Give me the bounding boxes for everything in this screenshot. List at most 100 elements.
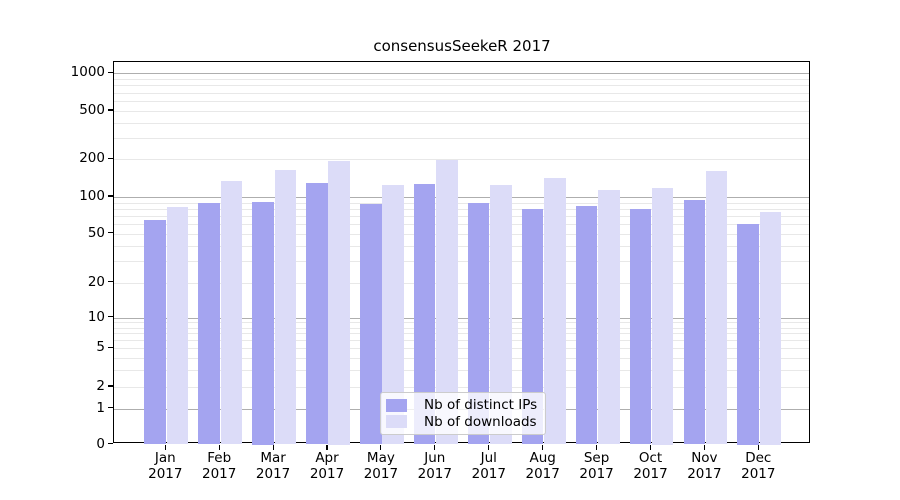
minor-gridline: [114, 261, 809, 262]
x-tick-label-aug: Aug 2017: [525, 450, 560, 482]
x-tick-label-may: May 2017: [363, 450, 399, 482]
y-tick-mark: [108, 385, 113, 387]
bar-downloads-oct: [651, 188, 674, 445]
x-tick-label-jun: Jun 2017: [417, 450, 452, 482]
y-tick-mark: [108, 346, 113, 348]
y-tick-label: 100: [79, 188, 105, 204]
y-tick-label: 2: [96, 378, 105, 394]
x-tick-label-oct: Oct 2017: [633, 450, 668, 482]
legend-label-downloads: Nb of downloads: [424, 413, 537, 430]
minor-gridline: [114, 348, 809, 350]
y-tick-label: 1000: [70, 64, 105, 81]
y-tick-mark: [108, 281, 113, 283]
bar-distinct-ips-oct: [629, 208, 652, 445]
x-tick-mark: [757, 444, 759, 450]
y-tick-mark: [108, 316, 113, 318]
legend-label-distinct-ips: Nb of distinct IPs: [424, 397, 538, 414]
bar-distinct-ips-mar: [252, 202, 274, 445]
x-tick-label-nov: Nov 2017: [687, 450, 722, 482]
x-tick-label-apr: Apr 2017: [309, 450, 345, 482]
bar-downloads-nov: [705, 171, 728, 445]
minor-gridline: [114, 245, 809, 247]
y-tick-label: 1: [96, 399, 105, 416]
bar-downloads-dec: [759, 211, 782, 445]
x-tick-mark: [488, 444, 490, 450]
bar-downloads-jul: [490, 184, 512, 445]
minor-gridline: [114, 233, 809, 235]
bar-distinct-ips-dec: [737, 224, 759, 445]
minor-gridline: [114, 387, 809, 388]
y-tick-mark: [108, 442, 113, 445]
bar-distinct-ips-jul: [467, 202, 490, 445]
bar-distinct-ips-nov: [683, 200, 705, 445]
minor-gridline: [114, 333, 809, 335]
legend-item-distinct-ips: Nb of distinct IPs: [386, 397, 537, 414]
bar-distinct-ips-jan: [144, 219, 166, 445]
y-tick-label: 0: [96, 435, 105, 452]
x-tick-mark: [649, 444, 652, 450]
x-tick-label-feb: Feb 2017: [202, 450, 237, 482]
minor-gridline: [114, 215, 809, 217]
y-tick-mark: [108, 157, 113, 159]
x-tick-mark: [596, 444, 598, 450]
minor-gridline: [114, 327, 809, 329]
minor-gridline: [114, 79, 809, 80]
x-tick-mark: [218, 444, 220, 450]
major-gridline: [114, 73, 809, 75]
legend-swatch-downloads: [386, 415, 407, 429]
x-tick-mark: [434, 444, 436, 450]
x-tick-mark: [703, 444, 705, 450]
bar-downloads-apr: [328, 161, 350, 445]
minor-gridline: [114, 92, 809, 94]
y-tick-mark: [108, 71, 113, 73]
bar-distinct-ips-jun: [413, 183, 436, 445]
minor-gridline: [114, 322, 809, 324]
bar-downloads-may: [382, 184, 404, 445]
y-tick-mark: [108, 109, 113, 111]
x-tick-label-jul: Jul 2017: [471, 450, 506, 482]
x-tick-mark: [272, 444, 274, 450]
y-tick-label: 200: [79, 150, 105, 167]
minor-gridline: [114, 202, 809, 204]
major-gridline: [114, 317, 809, 319]
bar-distinct-ips-aug: [521, 208, 544, 445]
x-tick-label-jan: Jan 2017: [148, 450, 183, 482]
minor-gridline: [114, 224, 809, 225]
minor-gridline: [114, 340, 809, 342]
x-tick-label-mar: Mar 2017: [255, 450, 291, 482]
y-tick-label: 20: [87, 273, 105, 290]
bar-downloads-feb: [220, 180, 243, 445]
bar-downloads-aug: [544, 177, 566, 445]
minor-gridline: [114, 111, 809, 112]
legend-swatch-distinct-ips: [386, 398, 407, 412]
x-tick-mark: [326, 444, 328, 450]
minor-gridline: [114, 85, 809, 87]
minor-gridline: [114, 282, 809, 284]
legend: Nb of distinct IPs Nb of downloads: [380, 392, 546, 435]
y-tick-label: 500: [79, 102, 105, 118]
minor-gridline: [114, 122, 809, 124]
y-tick-label: 10: [87, 308, 105, 325]
bar-downloads-mar: [274, 170, 296, 445]
y-tick-mark: [108, 232, 113, 234]
bar-downloads-sep: [598, 189, 620, 445]
bar-distinct-ips-may: [360, 203, 382, 445]
bar-distinct-ips-feb: [198, 202, 220, 445]
y-tick-label: 5: [96, 339, 105, 356]
x-tick-mark: [380, 444, 382, 450]
y-tick-label: 50: [87, 224, 105, 241]
x-tick-mark: [542, 444, 544, 450]
minor-gridline: [114, 137, 809, 139]
minor-gridline: [114, 159, 809, 161]
minor-gridline: [114, 357, 809, 359]
x-tick-mark: [164, 444, 166, 450]
y-tick-mark: [108, 407, 113, 409]
x-tick-label-dec: Dec 2017: [741, 450, 776, 482]
bar-downloads-jan: [166, 206, 189, 445]
legend-item-downloads: Nb of downloads: [386, 414, 537, 431]
major-gridline: [114, 197, 809, 198]
minor-gridline: [114, 369, 809, 371]
minor-gridline: [114, 208, 809, 210]
bar-distinct-ips-sep: [575, 205, 598, 445]
